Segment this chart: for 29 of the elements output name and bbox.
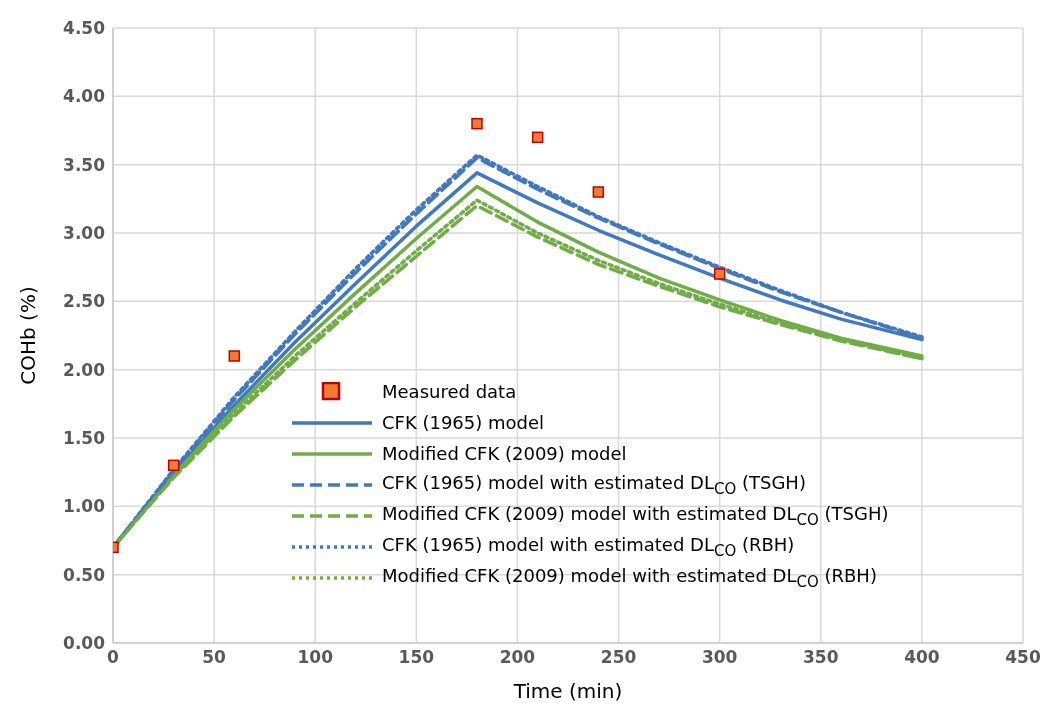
- y-tick-label: 1.00: [63, 496, 106, 517]
- y-tick-label: 3.50: [63, 154, 106, 175]
- x-tick-label: 0: [107, 647, 120, 668]
- legend-label: CFK (1965) model with estimated DL$_{CO}$ (TSGH): [382, 471, 806, 498]
- x-axis-title: Time (min): [512, 679, 623, 703]
- y-tick-label: 2.00: [63, 359, 106, 380]
- x-tick-label: 250: [600, 647, 637, 668]
- x-tick-label: 450: [1005, 647, 1041, 668]
- y-tick-label: 0.00: [63, 633, 106, 654]
- legend-label: Modified CFK (2009) model with estimated DL$_{CO}$ (TSGH): [382, 502, 889, 529]
- legend-label: Modified CFK (2009) model with estimated DL$_{CO}$ (RBH): [382, 564, 877, 591]
- y-tick-label: 0.50: [63, 564, 106, 585]
- x-tick-label: 200: [499, 647, 536, 668]
- x-tick-label: 350: [803, 647, 839, 668]
- legend-label: CFK (1965) model with estimated DL$_{CO}$ (RBH): [382, 533, 795, 560]
- x-tick-label: 400: [904, 647, 940, 668]
- y-tick-label: 3.00: [63, 223, 106, 244]
- y-tick-label: 2.50: [63, 291, 106, 312]
- x-tick-label: 50: [202, 647, 227, 668]
- legend-label: CFK (1965) model: [382, 412, 545, 433]
- y-tick-label: 4.50: [63, 18, 106, 39]
- y-tick-label: 1.50: [63, 428, 106, 449]
- x-tick-label: 300: [701, 647, 738, 668]
- y-axis-title: COHb (%): [16, 286, 41, 385]
- y-tick-label: 4.00: [63, 86, 106, 107]
- legend-label: Measured data: [382, 381, 517, 402]
- x-tick-label: 100: [297, 647, 334, 668]
- x-tick-label: 150: [398, 647, 435, 668]
- legend-label: Modified CFK (2009) model: [382, 443, 627, 464]
